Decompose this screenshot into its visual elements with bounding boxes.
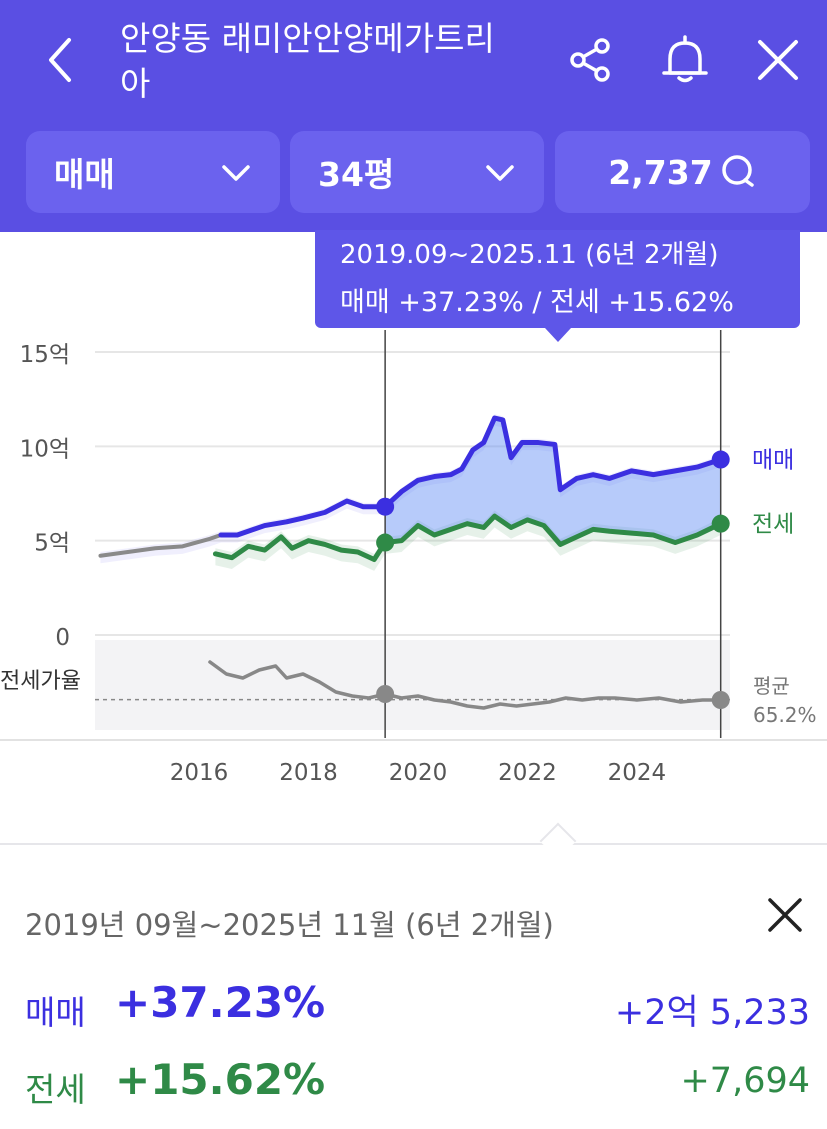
- summary-row-jeonse: 전세 +15.62% +7,694: [25, 1055, 810, 1115]
- panel-notch: [539, 822, 577, 860]
- y-tick-label: 0: [55, 625, 70, 651]
- comments-button[interactable]: 2,737: [555, 131, 810, 213]
- x-tick-label: 2016: [170, 760, 229, 786]
- tooltip-arrow: [545, 328, 571, 342]
- app-header: 안양동 래미안안양메가트리 아 매매 34평: [0, 0, 827, 232]
- summary-amount: +7,694: [680, 1061, 810, 1101]
- title-line-2: 아: [120, 64, 151, 103]
- summary-range: 2019년 09월~2025년 11월 (6년 2개월): [25, 908, 554, 942]
- share-icon: [570, 38, 610, 82]
- close-icon: [768, 898, 802, 932]
- selection-fill-area: [385, 418, 721, 545]
- summary-row-sale: 매매 +37.23% +2억 5,233: [25, 978, 810, 1038]
- x-tick-label: 2024: [608, 760, 667, 786]
- size-value: 34평: [318, 155, 395, 194]
- chevron-down-icon: [486, 165, 514, 181]
- size-dropdown[interactable]: 34평: [290, 131, 544, 213]
- sale-point-marker: [711, 450, 730, 469]
- share-button[interactable]: [560, 30, 620, 90]
- y-tick-label: 5억: [34, 531, 70, 557]
- ratio-band: [95, 640, 730, 730]
- sale-line: [218, 415, 724, 538]
- series-label-sale: 매매: [752, 448, 794, 474]
- ratio-average-label: 평균: [753, 674, 790, 698]
- x-tick-label: 2022: [498, 760, 557, 786]
- back-icon: [49, 38, 71, 82]
- jeonse-point-marker: [376, 533, 395, 552]
- bell-icon: [662, 35, 708, 83]
- x-tick-label: 2018: [279, 760, 338, 786]
- series-label-jeonse: 전세: [752, 512, 794, 538]
- summary-percent: +37.23%: [115, 978, 326, 1027]
- y-tick-label: 15억: [20, 342, 70, 368]
- ratio-label: 전세가율: [0, 669, 81, 694]
- ratio-average-value: 65.2%: [753, 703, 817, 727]
- ratio-point-marker: [711, 691, 730, 709]
- deal-type-value: 매매: [54, 155, 115, 194]
- chevron-down-icon: [222, 165, 250, 181]
- tooltip-period: 2019.09~2025.11 (6년 2개월): [340, 240, 719, 270]
- summary-label: 전세: [25, 1070, 86, 1109]
- ratio-line: [208, 660, 723, 710]
- jeonse-point-marker: [711, 514, 730, 533]
- sale-history-line: [98, 533, 223, 558]
- sale-range-band: [100, 414, 721, 564]
- title-line-1: 안양동 래미안안양메가트리: [120, 19, 495, 58]
- page-title: 안양동 래미안안양메가트리 아: [120, 16, 540, 106]
- jeonse-line: [212, 513, 724, 563]
- close-button[interactable]: [748, 30, 808, 90]
- comment-icon: [721, 155, 754, 187]
- back-button[interactable]: [30, 28, 90, 92]
- deal-type-dropdown[interactable]: 매매: [26, 131, 280, 213]
- comments-count: 2,737: [608, 152, 713, 192]
- close-icon: [758, 40, 798, 80]
- notification-button[interactable]: [655, 30, 715, 90]
- summary-close-button[interactable]: [760, 890, 810, 940]
- x-tick-label: 2020: [389, 760, 448, 786]
- summary-label: 매매: [25, 993, 86, 1032]
- sale-point-marker: [376, 497, 395, 516]
- panel-divider: [0, 843, 827, 845]
- tooltip-change: 매매 +37.23% / 전세 +15.62%: [340, 287, 734, 318]
- jeonse-range-band: [215, 510, 721, 571]
- selection-tooltip: 2019.09~2025.11 (6년 2개월) 매매 +37.23% / 전세…: [315, 230, 800, 342]
- ratio-point-marker: [376, 685, 395, 703]
- y-tick-label: 10억: [20, 436, 70, 462]
- summary-percent: +15.62%: [115, 1055, 326, 1104]
- summary-amount: +2억 5,233: [614, 993, 810, 1033]
